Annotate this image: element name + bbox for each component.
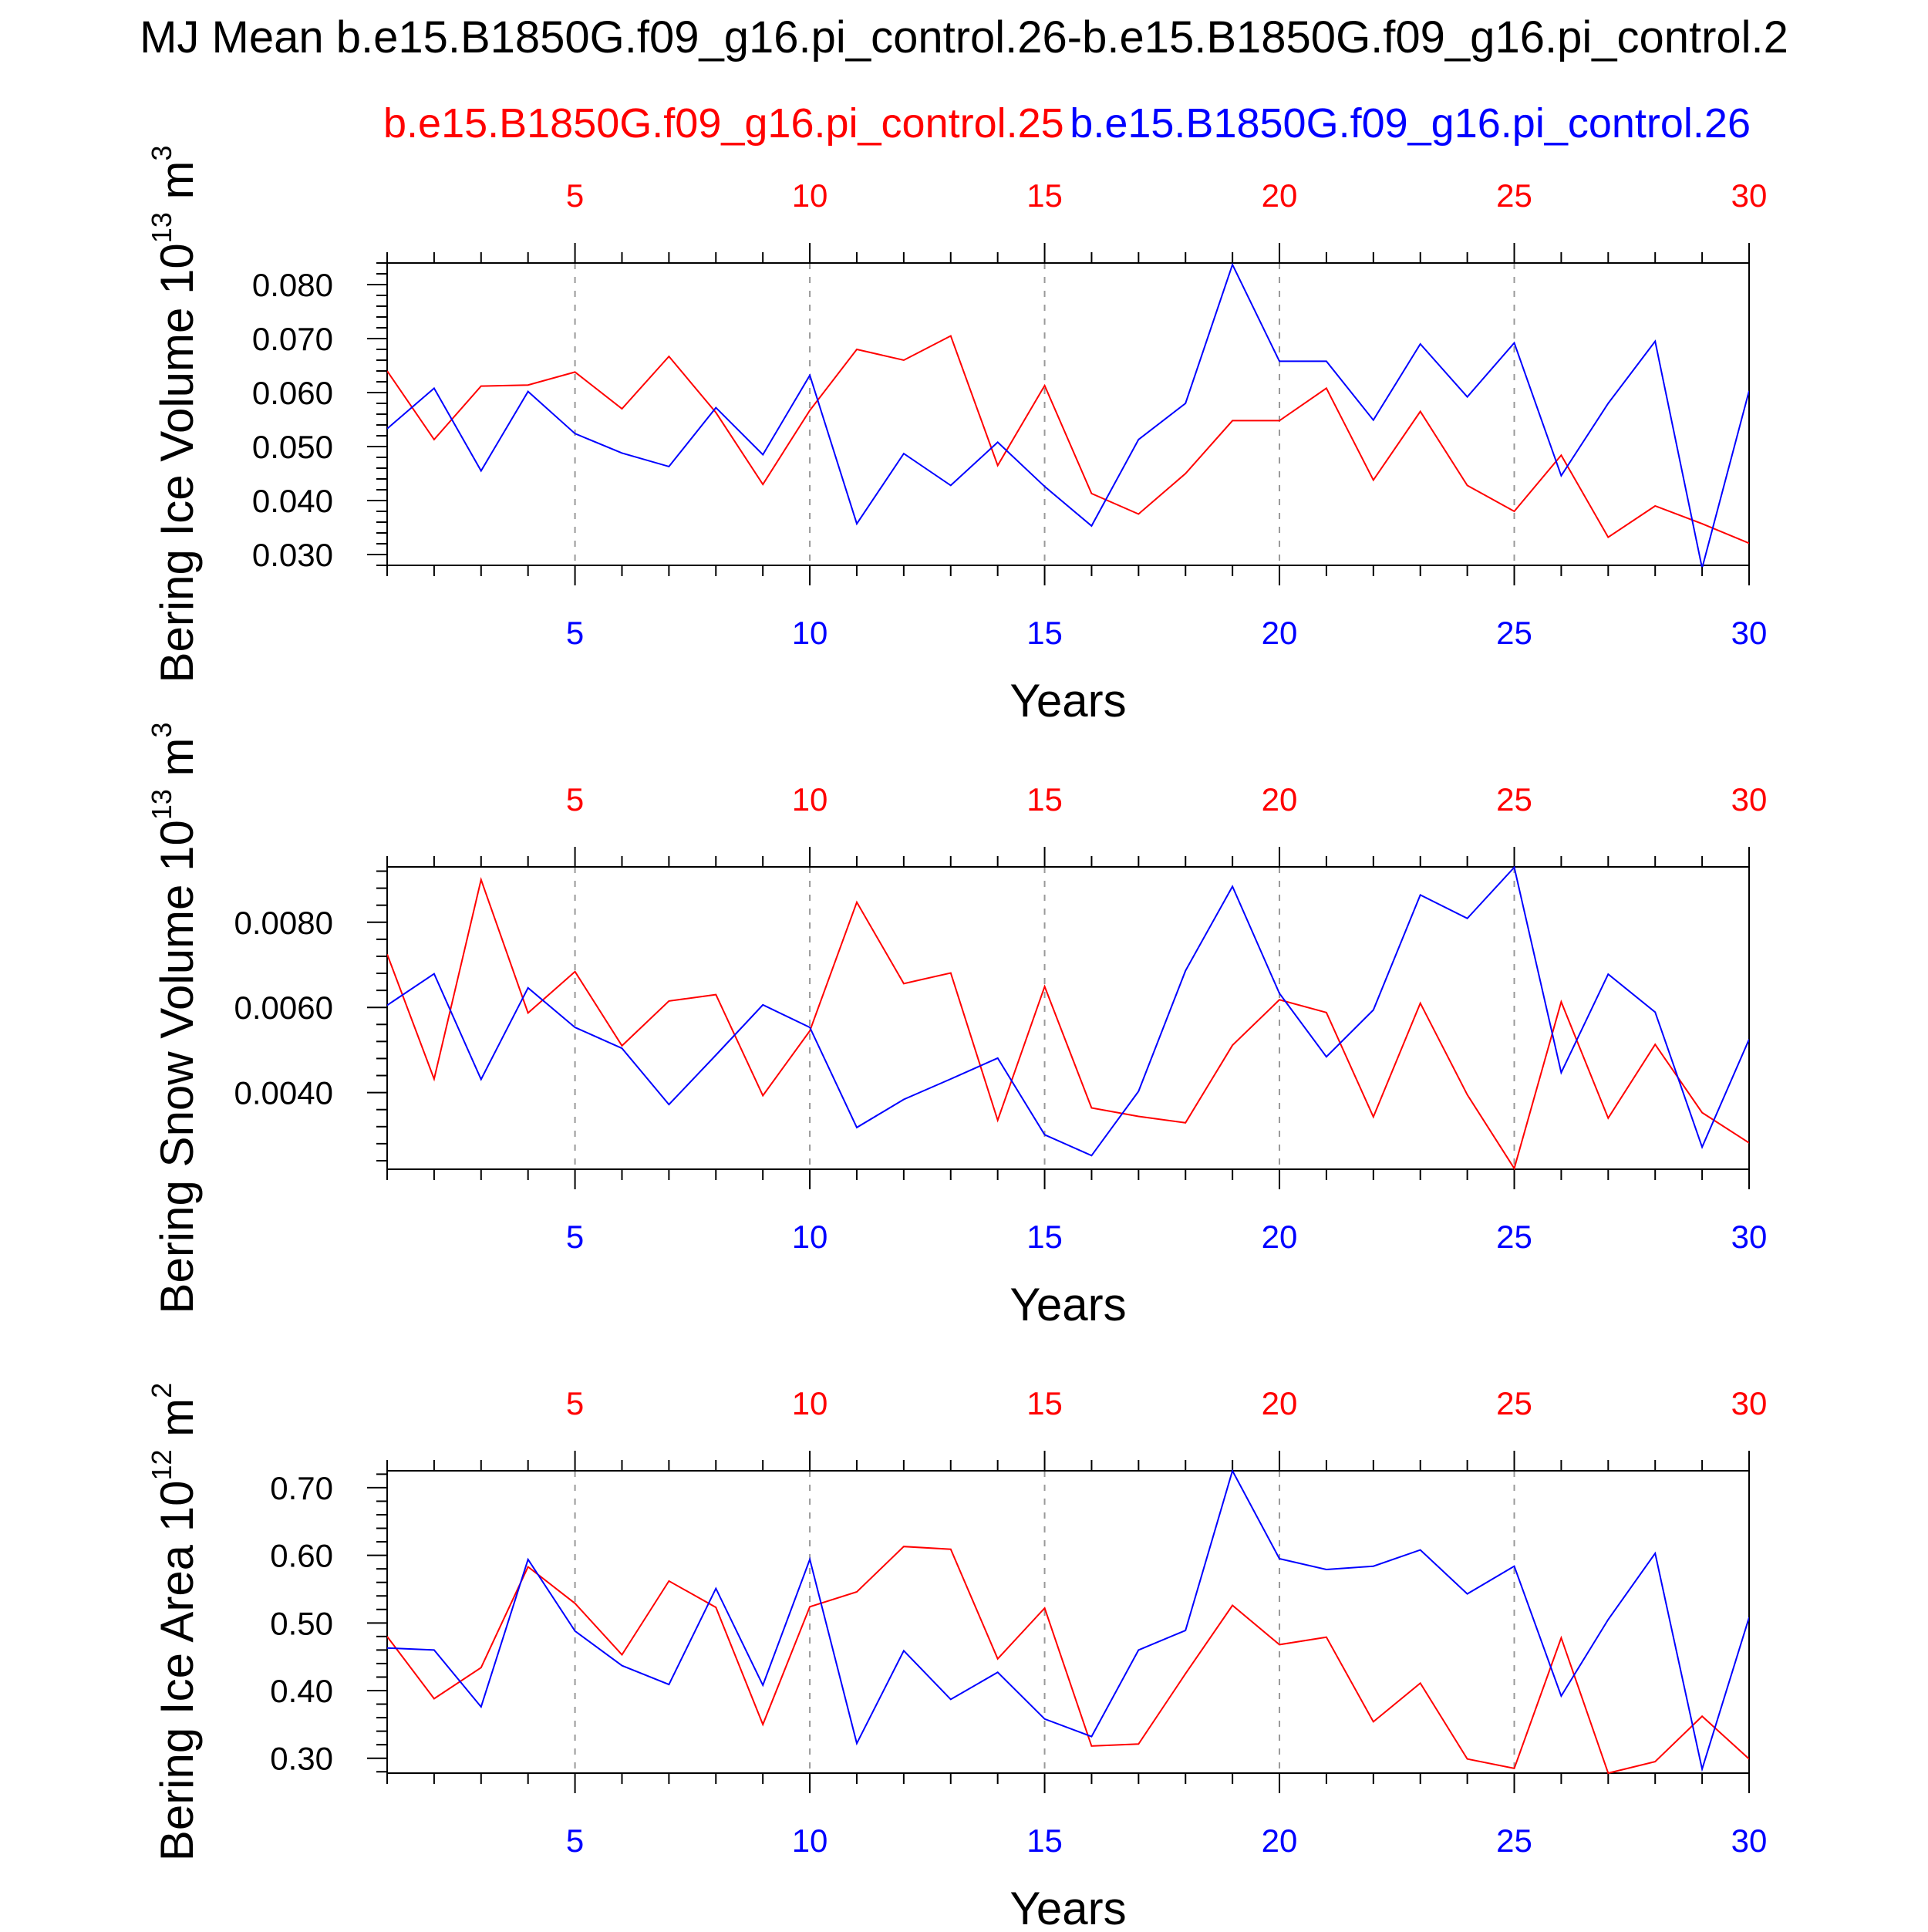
x-top-tick-label: 30 xyxy=(1731,781,1768,818)
x-bottom-tick-label: 10 xyxy=(792,1219,828,1255)
x-top-tick-label: 10 xyxy=(792,177,828,214)
y-axis-title-unit-exp: 2 xyxy=(146,1383,177,1398)
legend-label-series-a: b.e15.B1850G.f09_g16.pi_control.25 xyxy=(383,100,1064,147)
x-bottom-tick-label: 10 xyxy=(792,1822,828,1859)
series-line-pi-control-25 xyxy=(387,1546,1749,1775)
x-bottom-tick-label: 30 xyxy=(1731,1822,1768,1859)
y-axis-title-main: Bering Snow Volume 10 xyxy=(151,820,203,1313)
y-tick-label: 0.60 xyxy=(270,1538,333,1574)
x-top-tick-label: 10 xyxy=(792,781,828,818)
x-top-tick-label: 20 xyxy=(1262,781,1298,818)
x-bottom-tick-label: 25 xyxy=(1496,1219,1532,1255)
y-tick-label: 0.040 xyxy=(252,483,333,519)
x-top-tick-label: 10 xyxy=(792,1385,828,1421)
series-line-pi-control-26 xyxy=(387,865,1749,1157)
y-tick-label: 0.70 xyxy=(270,1470,333,1506)
y-axis-title: Bering Ice Volume 1013 m3 xyxy=(146,145,203,683)
y-axis-title-main: Bering Ice Area 10 xyxy=(151,1481,203,1862)
y-tick-label: 0.30 xyxy=(270,1741,333,1777)
y-axis-title-exp: 13 xyxy=(146,212,177,243)
x-bottom-tick-label: 5 xyxy=(566,1219,584,1255)
x-top-tick-label: 30 xyxy=(1731,177,1768,214)
x-top-tick-label: 25 xyxy=(1496,177,1532,214)
y-axis-title-main: Bering Ice Volume 10 xyxy=(151,243,203,683)
x-bottom-tick-label: 25 xyxy=(1496,1822,1532,1859)
y-axis-title-exp: 13 xyxy=(146,789,177,820)
x-axis-title: Years xyxy=(1010,1883,1126,1928)
y-tick-label: 0.050 xyxy=(252,429,333,465)
x-top-tick-label: 5 xyxy=(566,781,584,818)
plot-frame xyxy=(386,1470,1750,1774)
series-line-pi-control-26 xyxy=(387,262,1749,567)
x-top-tick-label: 20 xyxy=(1262,177,1298,214)
series-line-pi-control-25 xyxy=(387,335,1749,545)
x-bottom-tick-label: 20 xyxy=(1262,1822,1298,1859)
y-tick-label: 0.080 xyxy=(252,267,333,303)
y-tick-label: 0.070 xyxy=(252,321,333,357)
x-axis-title: Years xyxy=(1010,675,1126,727)
x-top-tick-label: 25 xyxy=(1496,781,1532,818)
x-top-tick-label: 30 xyxy=(1731,1385,1768,1421)
y-axis-title-unit-exp: 3 xyxy=(146,722,177,737)
series-line-pi-control-26 xyxy=(387,1469,1749,1772)
y-axis-title-exp: 12 xyxy=(146,1449,177,1480)
y-axis-title-unit: m xyxy=(151,160,203,212)
y-axis-title: Bering Ice Area 1012 m2 xyxy=(146,1383,203,1861)
x-bottom-tick-label: 15 xyxy=(1026,615,1063,651)
y-axis-title-unit: m xyxy=(151,737,203,789)
x-top-tick-label: 15 xyxy=(1026,781,1063,818)
figure-title: MJ Mean b.e15.B1850G.f09_g16.pi_control.… xyxy=(140,12,1788,62)
x-bottom-tick-label: 15 xyxy=(1026,1219,1063,1255)
x-bottom-tick-label: 5 xyxy=(566,1822,584,1859)
series-line-pi-control-25 xyxy=(387,877,1749,1171)
x-top-tick-label: 15 xyxy=(1026,177,1063,214)
x-top-tick-label: 25 xyxy=(1496,1385,1532,1421)
chart-panels: 55101015152020252530300.0300.0400.0500.0… xyxy=(146,145,1768,1932)
x-bottom-tick-label: 20 xyxy=(1262,615,1298,651)
x-bottom-tick-label: 20 xyxy=(1262,1219,1298,1255)
x-axis-title: Years xyxy=(1010,1279,1126,1330)
y-axis-title-unit: m xyxy=(151,1398,203,1450)
x-bottom-tick-label: 10 xyxy=(792,615,828,651)
chart-panel-2: 5 5 10 10 15 15 20 20 25 25 30 30 0.0040 0.0060 0.0080… xyxy=(146,722,1767,1330)
y-tick-label: 0.0080 xyxy=(234,905,333,941)
chart-panel-1: 5 5 10 10 15 15 20 20 25 25 30 30 0.030 0.040 0.050 0.0… xyxy=(146,145,1767,727)
y-tick-label: 0.0060 xyxy=(234,990,333,1026)
y-tick-label: 0.0040 xyxy=(234,1075,333,1111)
x-top-tick-label: 5 xyxy=(566,177,584,214)
y-tick-label: 0.060 xyxy=(252,375,333,411)
x-top-tick-label: 20 xyxy=(1262,1385,1298,1421)
x-bottom-tick-label: 5 xyxy=(566,615,584,651)
y-tick-label: 0.40 xyxy=(270,1673,333,1709)
y-tick-label: 0.030 xyxy=(252,537,333,573)
plot-frame xyxy=(386,262,1750,566)
x-top-tick-label: 15 xyxy=(1026,1385,1063,1421)
x-bottom-tick-label: 30 xyxy=(1731,615,1768,651)
y-axis-title-unit-exp: 3 xyxy=(146,145,177,160)
chart-panel-3: 5 5 10 10 15 15 20 20 25 25 30 30 0.30 0.40 0.50 0.60 0.… xyxy=(146,1383,1768,1932)
legend-label-series-b: b.e15.B1850G.f09_g16.pi_control.26 xyxy=(1070,100,1751,147)
x-bottom-tick-label: 30 xyxy=(1731,1219,1768,1255)
y-axis-title: Bering Snow Volume 1013 m3 xyxy=(146,722,203,1313)
x-bottom-tick-label: 25 xyxy=(1496,615,1532,651)
y-tick-label: 0.50 xyxy=(270,1605,333,1641)
x-top-tick-label: 5 xyxy=(566,1385,584,1421)
x-bottom-tick-label: 15 xyxy=(1026,1822,1063,1859)
plot-frame xyxy=(386,866,1750,1170)
